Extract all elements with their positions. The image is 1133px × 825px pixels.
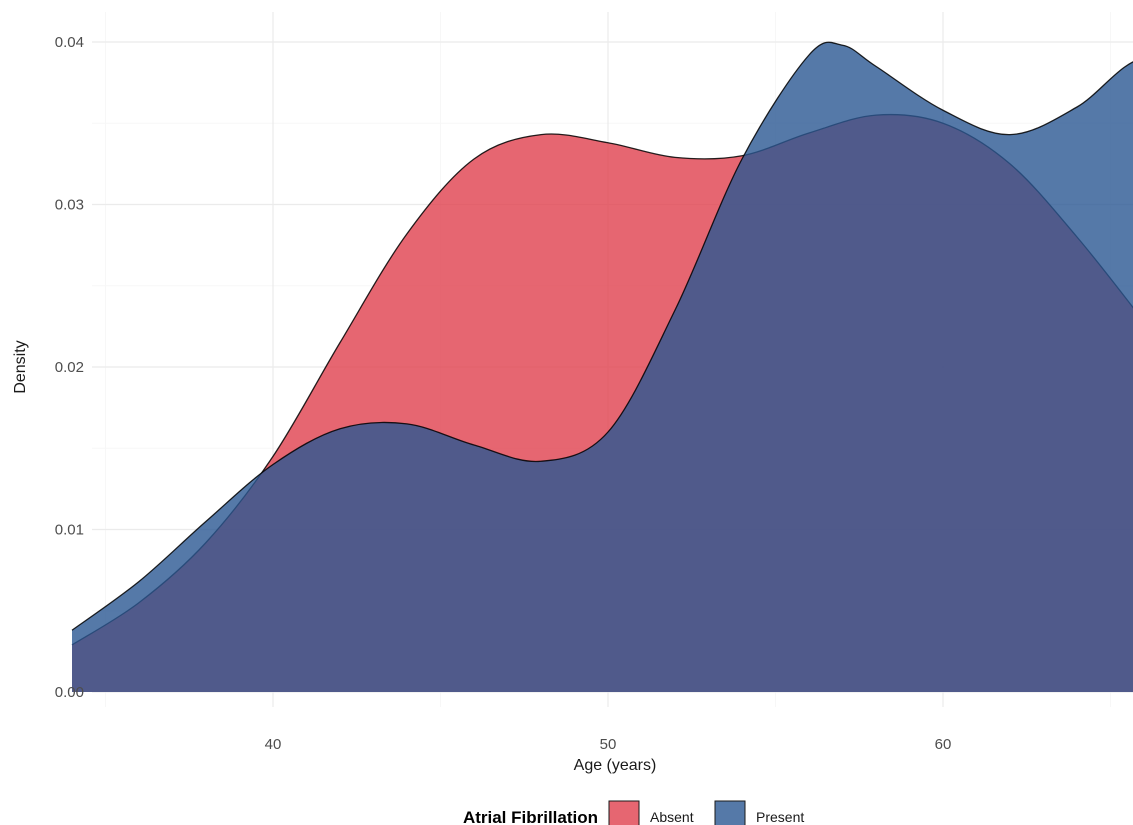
- y-tick-label: 0.02: [55, 359, 84, 376]
- legend-key-absent: [608, 800, 640, 825]
- y-tick-label: 0.03: [55, 197, 84, 214]
- density-areas: [71, 41, 1133, 692]
- density-area-present: [72, 42, 1133, 692]
- y-tick-label: 0.00: [55, 684, 84, 701]
- x-tick-label: 50: [600, 736, 617, 753]
- legend: Atrial Fibrillation Absent Present: [463, 800, 804, 825]
- legend-title: Atrial Fibrillation: [463, 808, 598, 825]
- x-axis-title: Age (years): [574, 757, 657, 774]
- legend-key-present: [714, 800, 746, 825]
- legend-label-absent: Absent: [650, 809, 694, 825]
- x-axis-ticks: 40506070: [265, 736, 952, 753]
- y-tick-label: 0.01: [55, 522, 84, 539]
- density-line-present: [71, 41, 1133, 631]
- y-axis-title: Density: [12, 340, 29, 393]
- x-tick-label: 60: [935, 736, 952, 753]
- x-tick-label: 40: [265, 736, 282, 753]
- y-tick-label: 0.04: [55, 34, 84, 51]
- y-axis-ticks: 0.00 0.01 0.02 0.03 0.04: [55, 34, 84, 701]
- legend-label-present: Present: [756, 809, 804, 825]
